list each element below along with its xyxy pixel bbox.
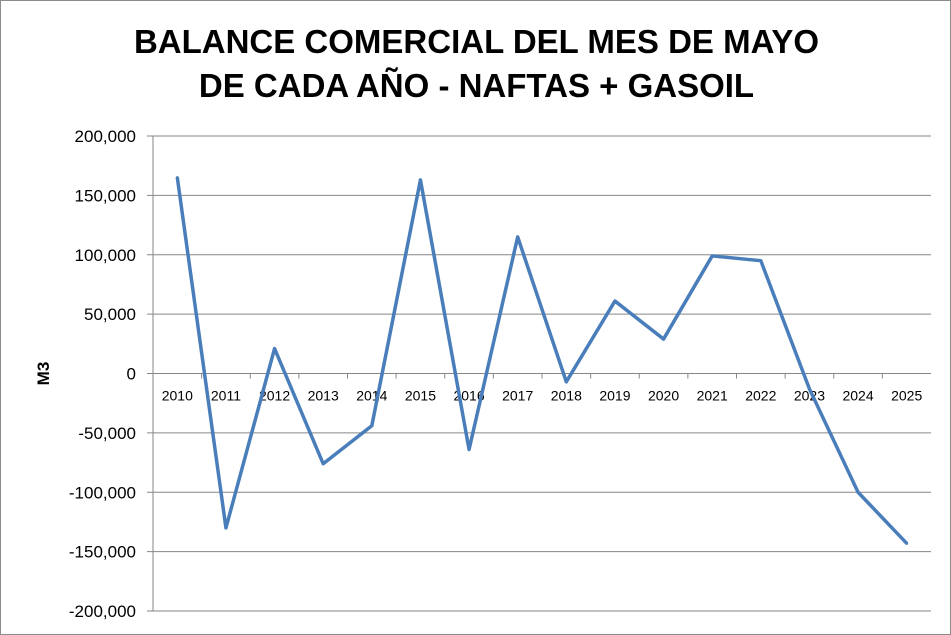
x-tick-label: 2015: [405, 388, 436, 404]
data-point: [759, 259, 763, 263]
data-point: [370, 424, 374, 428]
x-tick-label: 2012: [259, 388, 290, 404]
data-point: [516, 235, 520, 239]
data-point: [905, 541, 909, 545]
x-tick-label: 2018: [551, 388, 582, 404]
y-tick-label: 150,000: [75, 186, 136, 205]
data-point: [175, 176, 179, 180]
data-point: [467, 448, 471, 451]
y-tick-label: 100,000: [75, 246, 136, 265]
data-point: [710, 254, 714, 258]
y-tick-label: 50,000: [84, 305, 136, 324]
x-tick-label: 2014: [356, 388, 387, 404]
x-tick-label: 2025: [891, 388, 922, 404]
data-point: [564, 380, 568, 384]
data-point: [273, 347, 277, 351]
x-tick-label: 2023: [794, 388, 825, 404]
y-tick-label: -200,000: [69, 602, 136, 621]
y-tick-label: 0: [127, 365, 136, 384]
x-tick-label: 2021: [697, 388, 728, 404]
data-point: [321, 462, 325, 466]
y-tick-label: 200,000: [75, 127, 136, 146]
x-tick-label: 2024: [842, 388, 873, 404]
x-tick-label: 2022: [745, 388, 776, 404]
data-point: [224, 526, 228, 530]
y-tick-label: -100,000: [69, 483, 136, 502]
x-tick-label: 2019: [599, 388, 630, 404]
x-tick-label: 2017: [502, 388, 533, 404]
data-point: [613, 299, 617, 303]
data-point: [807, 387, 811, 391]
x-tick-label: 2011: [211, 388, 241, 404]
chart-title-line-2: DE CADA AÑO - NAFTAS + GASOIL: [198, 67, 755, 104]
data-point: [662, 337, 666, 341]
chart-title-line-1: BALANCE COMERCIAL DEL MES DE MAYO: [133, 23, 820, 60]
y-axis-label: M3: [34, 362, 53, 386]
y-tick-label: -150,000: [69, 543, 136, 562]
x-tick-label: 2020: [648, 388, 679, 404]
x-tick-label: 2010: [162, 388, 193, 404]
series-line: [175, 177, 908, 545]
data-point: [418, 178, 422, 182]
x-tick-label: 2013: [308, 388, 339, 404]
y-tick-label: -50,000: [78, 424, 136, 443]
data-point: [856, 490, 860, 494]
